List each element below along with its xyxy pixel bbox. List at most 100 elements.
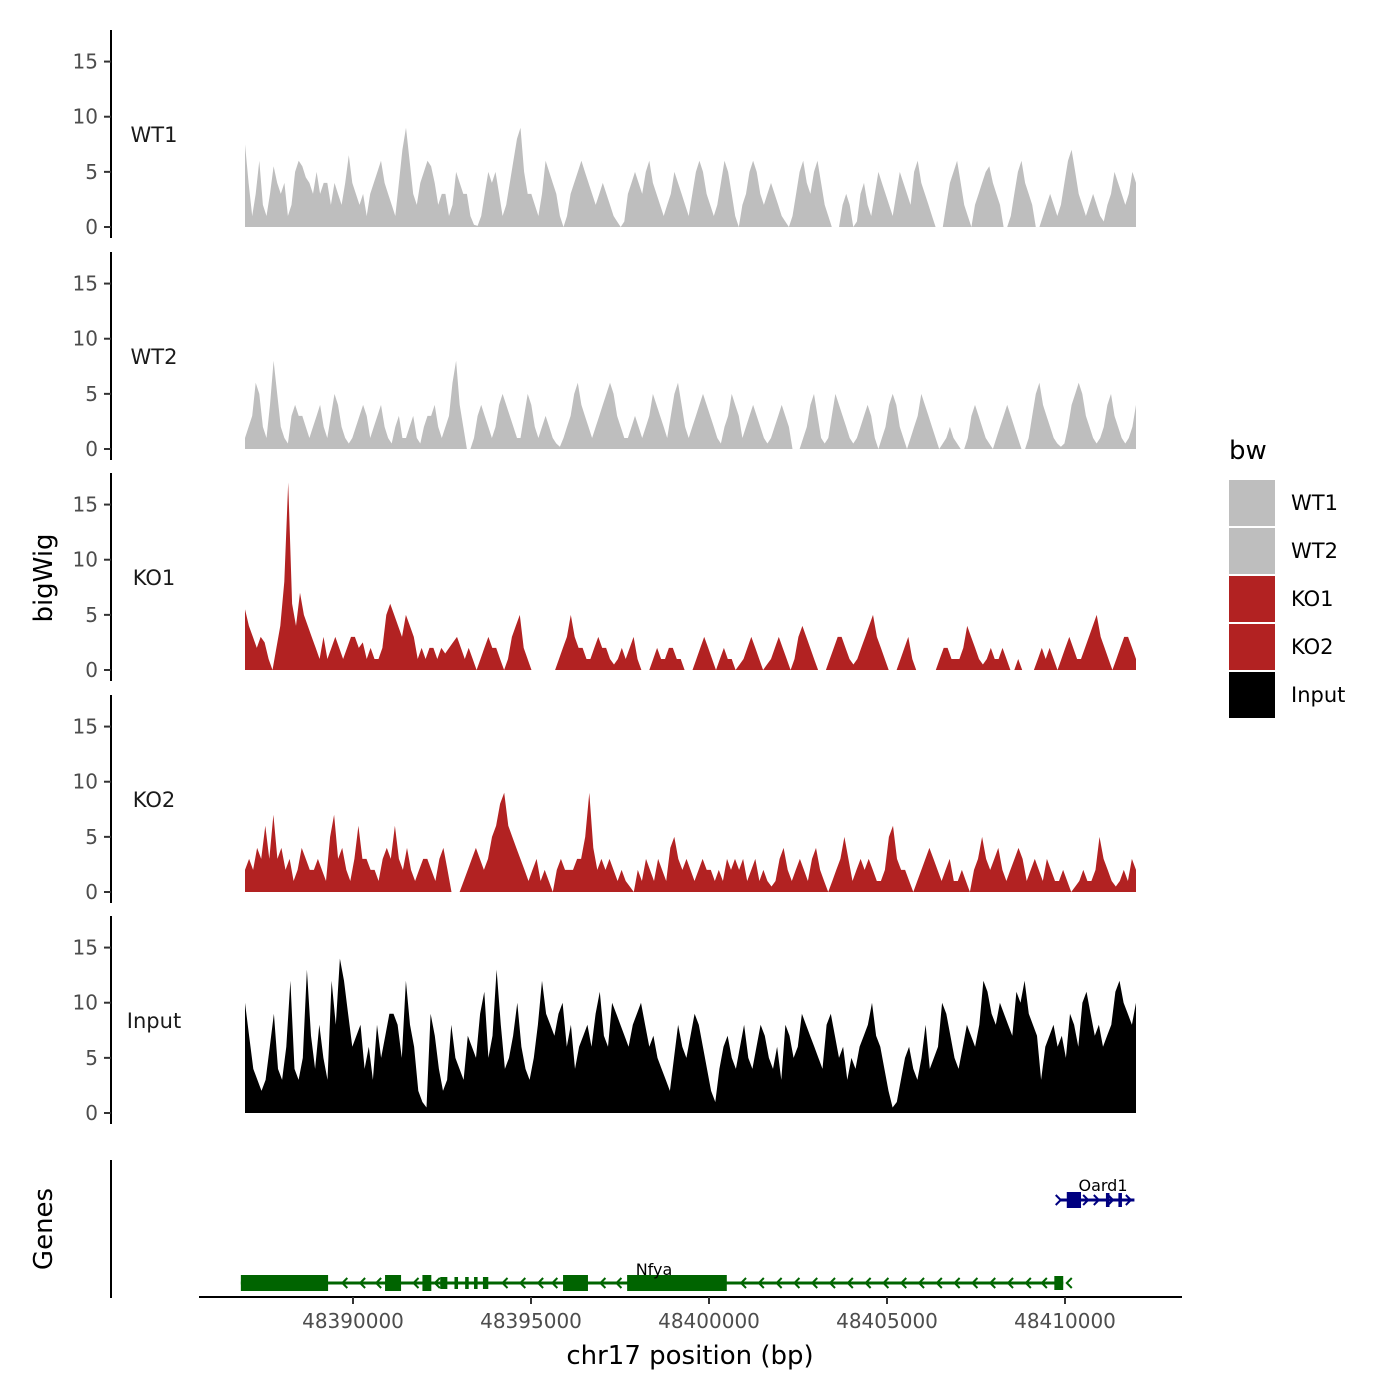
gene-nfya: Nfya: [240, 1260, 1073, 1291]
gene-nfya-strand-arrow: [1065, 1277, 1073, 1289]
gene-oard1-exon: [1066, 1192, 1082, 1208]
gene-nfya-strand-arrow: [501, 1277, 509, 1289]
gene-oard1-strand-arrow: [1082, 1194, 1090, 1206]
gene-oard1-strand-arrow: [1125, 1194, 1133, 1206]
legend-label-wt1: WT1: [1291, 491, 1338, 515]
gene-nfya-strand-arrow: [518, 1277, 527, 1289]
gene-nfya-exon: [422, 1275, 432, 1291]
track-panel-ko1: 0 5 10 15 KO1: [73, 473, 1136, 682]
track-panel-wt1: 0 5 10 15 WT1: [73, 30, 1136, 239]
gene-nfya-strand-arrow: [775, 1277, 783, 1289]
x-axis: 48390000 48395000 48400000 48405000 48410000: [199, 1296, 1182, 1333]
legend: bw WT1 WT2 KO1 KO2 Input: [1229, 436, 1345, 718]
legend-swatch-wt2: [1229, 528, 1275, 574]
x-axis-title: chr17 position (bp): [566, 1341, 813, 1371]
gene-nfya-strand-arrow: [1006, 1277, 1014, 1289]
y-tick-label: 0: [85, 1101, 98, 1125]
gene-nfya-strand-arrow: [739, 1277, 747, 1289]
gene-nfya-strand-arrow: [433, 1277, 441, 1289]
coverage-area-ko2: [245, 792, 1136, 892]
coverage-area-wt2: [245, 360, 1136, 449]
track-label: KO1: [133, 566, 176, 590]
y-tick-label: 5: [85, 1046, 98, 1070]
gene-nfya-strand-arrow: [1040, 1277, 1048, 1289]
gene-nfya-strand-arrow: [846, 1277, 854, 1289]
gene-nfya-strand-arrow: [757, 1277, 765, 1289]
gene-nfya-strand-arrow: [810, 1277, 818, 1289]
genes-axis-title: Genes: [29, 1188, 59, 1270]
gene-oard1: Oard1: [1055, 1176, 1135, 1208]
track-label: Input: [127, 1009, 181, 1033]
x-tick-label: 48395000: [480, 1309, 582, 1333]
gene-nfya-strand-arrow: [882, 1277, 890, 1289]
gene-oard1-strand-arrow: [1055, 1194, 1063, 1206]
gene-nfya-strand-arrow: [917, 1277, 925, 1289]
y-tick-label: 15: [73, 493, 98, 517]
x-tick-label: 48400000: [658, 1309, 760, 1333]
gene-nfya-exon: [1054, 1276, 1064, 1290]
gene-nfya-exon: [474, 1277, 478, 1289]
gene-nfya-strand-arrow: [340, 1277, 349, 1289]
gene-nfya-strand-arrow: [599, 1277, 607, 1289]
x-tick-label: 48405000: [836, 1309, 938, 1333]
gene-nfya-exon: [563, 1275, 588, 1291]
legend-swatch-input: [1229, 672, 1275, 718]
coverage-area-wt1: [245, 127, 1136, 227]
gene-nfya-strand-arrow: [536, 1277, 544, 1289]
gene-nfya-exon: [454, 1277, 459, 1289]
coverage-area-ko1: [245, 482, 1136, 670]
gene-nfya-strand-arrow: [988, 1277, 996, 1289]
legend-swatch-ko2: [1229, 624, 1275, 670]
legend-swatch-wt1: [1229, 480, 1275, 526]
gene-nfya-strand-arrow: [828, 1277, 836, 1289]
y-tick-label: 15: [73, 50, 98, 74]
y-tick-label: 0: [85, 437, 98, 461]
gene-oard1-label: Oard1: [1078, 1176, 1127, 1195]
gene-nfya-strand-arrow: [412, 1277, 420, 1289]
y-tick-label: 10: [73, 548, 98, 572]
legend-label-wt2: WT2: [1291, 539, 1338, 563]
y-tick-label: 10: [73, 105, 98, 129]
track-panel-ko2: 0 5 10 15 KO2: [73, 695, 1136, 904]
gene-oard1-exon: [1118, 1193, 1122, 1207]
gene-nfya-label: Nfya: [636, 1260, 673, 1279]
gene-nfya-strand-arrow: [953, 1277, 961, 1289]
gene-nfya-strand-arrow: [358, 1277, 366, 1289]
y-tick-label: 10: [73, 770, 98, 794]
track-panel-input: 0 5 10 15 Input: [73, 916, 1136, 1125]
gene-nfya-exon: [627, 1275, 727, 1291]
gene-oard1-exon: [1105, 1193, 1110, 1207]
gene-nfya-exon: [385, 1275, 402, 1291]
gene-nfya-strand-arrow: [1024, 1277, 1032, 1289]
y-tick-label: 5: [85, 603, 98, 627]
gene-oard1-strand-arrow: [1107, 1194, 1115, 1206]
x-tick-label: 48390000: [302, 1309, 404, 1333]
legend-label-ko1: KO1: [1291, 587, 1334, 611]
track-panel-wt2: 0 5 10 15 WT2: [73, 252, 1136, 461]
gene-nfya-strand-arrow: [971, 1277, 979, 1289]
gene-nfya-strand-arrow: [374, 1277, 382, 1289]
gene-nfya-strand-arrow: [615, 1277, 623, 1289]
y-tick-label: 15: [73, 715, 98, 739]
gene-nfya-exon: [440, 1277, 448, 1289]
track-label: WT2: [131, 345, 178, 369]
y-axis-title: bigWig: [29, 533, 59, 622]
gene-nfya-strand-arrow: [793, 1277, 801, 1289]
x-tick-label: 48410000: [1014, 1309, 1116, 1333]
gene-nfya-exon: [240, 1275, 329, 1291]
y-tick-label: 5: [85, 825, 98, 849]
track-label: KO2: [133, 788, 176, 812]
gene-nfya-strand-arrow: [899, 1277, 907, 1289]
legend-swatch-ko1: [1229, 576, 1275, 622]
y-tick-label: 5: [85, 382, 98, 406]
coverage-area-input: [245, 958, 1136, 1113]
gene-nfya-strand-arrow: [864, 1277, 872, 1289]
y-tick-label: 0: [85, 215, 98, 239]
y-tick-label: 0: [85, 880, 98, 904]
y-tick-label: 10: [73, 327, 98, 351]
genes-panel: Nfya Oard1: [110, 1160, 1135, 1298]
gene-oard1-strand-arrow: [1093, 1194, 1101, 1206]
y-tick-label: 0: [85, 658, 98, 682]
gene-nfya-strand-arrow: [935, 1277, 943, 1289]
